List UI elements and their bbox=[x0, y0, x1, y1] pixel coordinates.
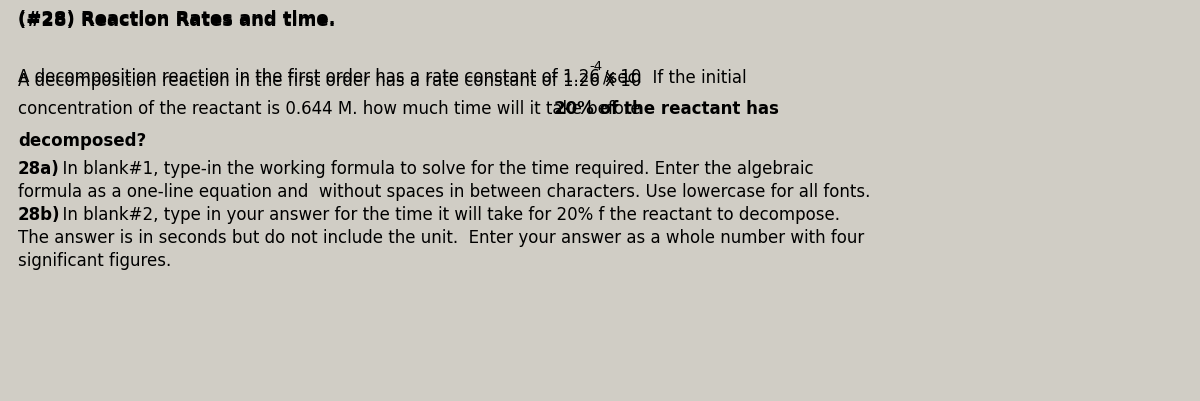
Text: -4: -4 bbox=[589, 60, 602, 73]
Text: (#28) Reaction Rates and time.: (#28) Reaction Rates and time. bbox=[18, 12, 336, 30]
Text: (#28) Reaction Rates and time.: (#28) Reaction Rates and time. bbox=[18, 10, 336, 28]
Text: In blank#2, type in your answer for the time it will take for 20% f the reactant: In blank#2, type in your answer for the … bbox=[52, 205, 840, 223]
Text: 20% of the reactant has: 20% of the reactant has bbox=[553, 100, 779, 118]
Text: decomposed?: decomposed? bbox=[18, 132, 146, 150]
Text: significant figures.: significant figures. bbox=[18, 251, 172, 269]
Text: 28b): 28b) bbox=[18, 205, 60, 223]
Text: A decomposition reaction in the first order has a rate constant of 1.26 x 10: A decomposition reaction in the first or… bbox=[18, 68, 641, 86]
Text: The answer is in seconds but do not include the unit.  Enter your answer as a wh: The answer is in seconds but do not incl… bbox=[18, 229, 864, 246]
Text: A decomposition reaction in the first order has a rate constant of 1.26 x 10: A decomposition reaction in the first or… bbox=[18, 72, 641, 90]
Text: /sec.  If the initial: /sec. If the initial bbox=[604, 68, 746, 86]
Text: formula as a one-line equation and  without spaces in between characters. Use lo: formula as a one-line equation and witho… bbox=[18, 182, 870, 200]
Text: In blank#1, type-in the working formula to solve for the time required. Enter th: In blank#1, type-in the working formula … bbox=[52, 160, 814, 178]
Text: concentration of the reactant is 0.644 M. how much time will it take before: concentration of the reactant is 0.644 M… bbox=[18, 100, 646, 118]
Text: 28a): 28a) bbox=[18, 160, 60, 178]
